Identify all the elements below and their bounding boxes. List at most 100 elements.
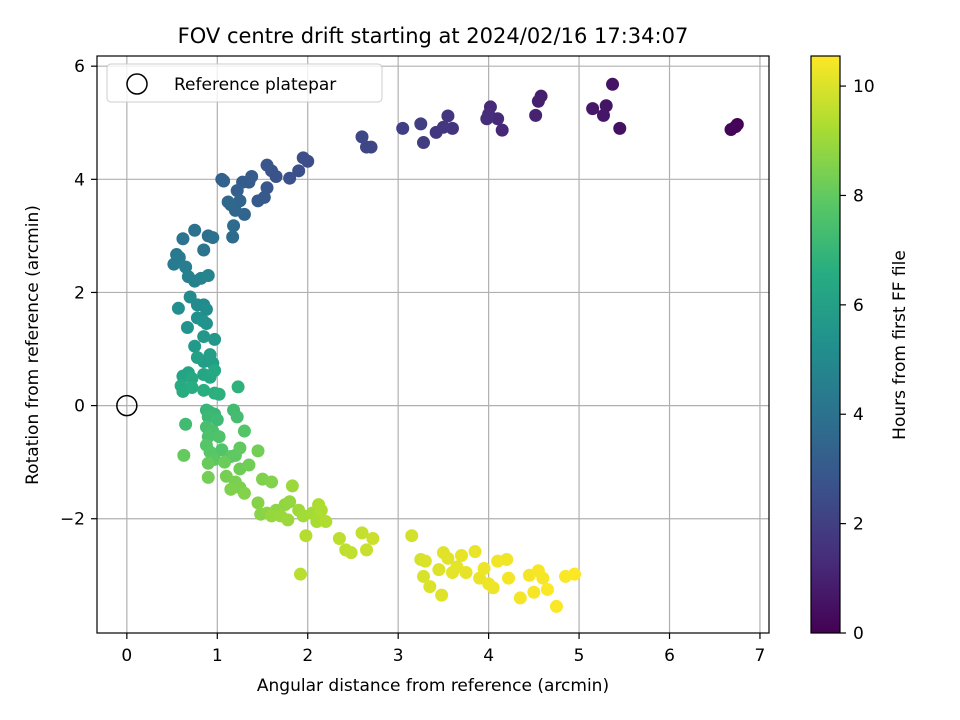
data-point: [586, 102, 600, 116]
legend-entry-reference-platepar: Reference platepar: [174, 75, 336, 95]
data-point: [477, 562, 491, 576]
data-point: [188, 223, 202, 237]
colorbar-tick-label: 2: [853, 515, 864, 535]
data-point: [226, 230, 240, 244]
data-point: [185, 380, 199, 394]
data-point: [435, 588, 449, 602]
data-point: [231, 380, 245, 394]
x-tick-label: 1: [212, 646, 223, 666]
x-tick-label: 3: [393, 646, 404, 666]
data-point: [296, 151, 310, 165]
y-tick-label: −2: [60, 510, 85, 530]
data-point: [454, 549, 468, 563]
data-point: [230, 410, 244, 424]
data-point: [199, 302, 213, 316]
data-point: [221, 195, 235, 209]
colorbar-tick-label: 8: [853, 186, 864, 206]
x-tick-label: 2: [302, 646, 313, 666]
data-point: [188, 339, 202, 353]
data-point: [344, 546, 358, 560]
colorbar-tick-label: 0: [853, 624, 864, 644]
data-point: [292, 164, 306, 178]
colorbar-tick-label: 4: [853, 405, 864, 425]
x-axis-title: Angular distance from reference (arcmin): [257, 676, 609, 696]
data-point: [568, 567, 582, 581]
data-point: [201, 470, 215, 484]
data-point: [197, 330, 211, 344]
data-point: [285, 479, 299, 493]
data-point: [217, 174, 231, 188]
data-point: [332, 532, 346, 546]
data-point: [418, 554, 432, 568]
legend-box: [106, 63, 383, 103]
data-point: [429, 125, 443, 139]
data-point: [208, 364, 222, 378]
data-point: [549, 599, 563, 613]
data-point: [513, 591, 527, 605]
x-tick-label: 4: [483, 646, 494, 666]
data-point: [355, 130, 369, 144]
data-point: [596, 108, 610, 122]
data-point: [529, 108, 543, 122]
data-point: [441, 551, 455, 565]
data-point: [212, 387, 226, 401]
data-point: [500, 552, 514, 566]
data-point: [201, 456, 215, 470]
data-point: [185, 371, 199, 385]
data-point: [405, 529, 419, 543]
data-point: [423, 580, 437, 594]
data-point: [242, 458, 256, 472]
data-point: [224, 482, 238, 496]
data-point: [171, 301, 185, 315]
data-point: [176, 232, 190, 246]
y-tick-label: 2: [74, 283, 85, 303]
data-point: [251, 194, 265, 208]
colorbar: 0 2 4 6 8 10 Hours from first FF file: [810, 55, 910, 644]
data-point: [237, 424, 251, 438]
y-axis-ticks: −2 0 2 4 6: [60, 57, 97, 530]
data-point: [230, 184, 244, 198]
data-point: [167, 257, 181, 271]
data-point: [215, 443, 229, 457]
colorbar-ticks: 0 2 4 6 8 10: [840, 77, 875, 644]
data-point: [210, 413, 224, 427]
data-point: [299, 529, 313, 543]
y-axis-title: Rotation from reference (arcmin): [23, 205, 43, 485]
data-point: [283, 171, 297, 185]
x-tick-label: 0: [121, 646, 132, 666]
plot-frame: [96, 55, 770, 634]
x-tick-label: 5: [574, 646, 585, 666]
colorbar-tick-label: 6: [853, 296, 864, 316]
data-point: [265, 475, 279, 489]
data-point: [468, 545, 482, 559]
colorbar-gradient: [811, 56, 840, 633]
data-point: [206, 231, 220, 245]
data-point: [486, 581, 500, 595]
data-point: [251, 496, 265, 510]
colorbar-title: Hours from first FF file: [890, 250, 910, 440]
data-point: [441, 109, 455, 123]
data-point: [527, 585, 541, 599]
y-tick-label: 6: [74, 57, 85, 77]
data-point: [208, 332, 222, 346]
data-point: [233, 441, 247, 455]
data-point: [201, 268, 215, 282]
data-point: [212, 430, 226, 444]
data-point: [237, 486, 251, 500]
data-point: [366, 532, 380, 546]
data-point: [502, 571, 516, 585]
y-tick-label: 4: [74, 170, 85, 190]
data-point: [199, 317, 213, 331]
legend-marker-icon: [126, 73, 148, 95]
data-point: [265, 509, 279, 523]
data-point: [197, 243, 211, 257]
data-point: [218, 455, 232, 469]
data-point: [536, 571, 550, 585]
data-point: [613, 121, 627, 135]
data-points: [167, 77, 744, 613]
data-point: [432, 563, 446, 577]
data-point: [319, 515, 333, 529]
data-point: [260, 158, 274, 172]
